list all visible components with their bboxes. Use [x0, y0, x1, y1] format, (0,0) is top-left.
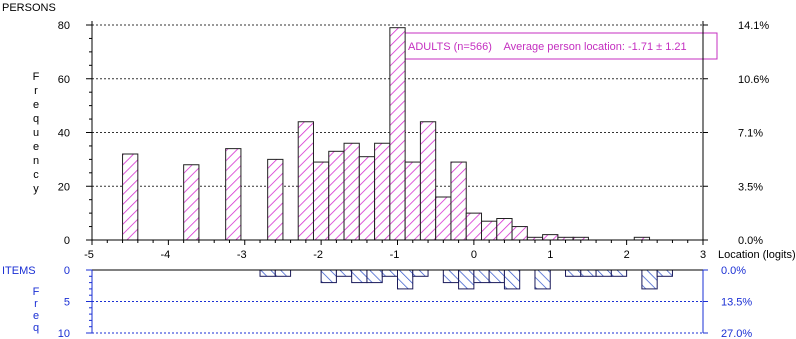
persons-bar [122, 153, 139, 241]
persons-x-tick-label: 3 [700, 249, 706, 261]
items-bar [565, 269, 582, 277]
persons-x-tick-label: -3 [237, 249, 247, 261]
persons-right-tick-label: 10.6% [738, 74, 769, 86]
persons-right-tick-label: 7.1% [738, 128, 763, 140]
persons-title: PERSONS [2, 2, 56, 14]
persons-right-tick-label: 14.1% [738, 20, 769, 32]
items-bar [641, 269, 658, 290]
persons-y-label-letter: n [33, 155, 39, 167]
items-y-tick-label: 5 [64, 297, 70, 309]
persons-y-label-letter: c [33, 169, 39, 181]
persons-y-label-letter: e [33, 141, 39, 153]
items-bars [259, 269, 673, 290]
persons-y-label-letter: y [33, 183, 39, 195]
items-bar [397, 269, 414, 290]
items-y-label-letter: e [33, 310, 39, 322]
items-bar [595, 269, 612, 277]
items-bar [473, 269, 490, 284]
persons-x-tick-label: 2 [624, 249, 630, 261]
persons-y-label-letter: q [33, 113, 39, 125]
annotation-box: ADULTS (n=566) Average person location: … [400, 32, 718, 60]
persons-y-tick-label: 20 [58, 181, 70, 193]
items-bar [458, 269, 475, 290]
persons-bar [496, 218, 513, 241]
persons-bars [122, 27, 651, 241]
annotation-text: ADULTS (n=566) Average person location: … [408, 41, 687, 53]
items-bar [274, 269, 292, 277]
persons-x-tick-label: -5 [84, 249, 94, 261]
items-right-tick-label: 0.0% [721, 265, 746, 277]
persons-bar [542, 234, 559, 241]
items-bar [335, 269, 353, 277]
items-y-tick-label: 10 [58, 328, 70, 339]
persons-bar [450, 161, 467, 241]
persons-x-tick-label: -1 [390, 249, 400, 261]
persons-y-tick-label: 80 [58, 20, 70, 32]
items-bar [412, 269, 429, 277]
items-bar [610, 269, 628, 277]
items-y-label-letter: r [34, 298, 38, 310]
persons-bar [481, 220, 498, 241]
items-bar [656, 269, 673, 277]
items-bar [503, 269, 521, 290]
items-title: ITEMS [2, 265, 36, 277]
persons-bar [511, 226, 528, 241]
items-y-label-letter: q [33, 322, 39, 334]
items-bar [351, 269, 368, 284]
persons-bar [267, 158, 284, 241]
items-bar [534, 269, 551, 290]
persons-bar [465, 212, 483, 241]
items-right-tick-label: 27.0% [721, 328, 752, 339]
persons-y-label-letter: u [33, 127, 39, 139]
persons-bar [312, 161, 330, 241]
persons-y-label-letter: F [33, 71, 40, 83]
persons-bar [374, 142, 391, 241]
persons-bar [435, 196, 452, 241]
items-bar [259, 269, 276, 277]
x-axis-label: Location (logits) [718, 249, 796, 261]
persons-x-tick-label: -2 [313, 249, 323, 261]
persons-x-tick-label: 1 [547, 249, 553, 261]
persons-right-tick-label: 3.5% [738, 181, 763, 193]
items-right-tick-label: 13.5% [721, 297, 752, 309]
items-gridlines [92, 301, 703, 334]
persons-bar [419, 121, 437, 241]
persons-bar [297, 121, 314, 241]
persons-y-tick-label: 40 [58, 128, 70, 140]
persons-bar [358, 156, 376, 241]
persons-right-tick-label: 0.0% [738, 235, 763, 247]
persons-y-tick-label: 60 [58, 74, 70, 86]
persons-bar [404, 161, 421, 241]
persons-bar [343, 142, 360, 241]
items-y-tick-label: 0 [64, 265, 70, 277]
persons-bar [183, 164, 200, 241]
persons-y-label-letter: e [33, 99, 39, 111]
items-bar [381, 269, 399, 277]
items-y-label-letter: F [33, 286, 40, 298]
persons-bar [225, 148, 242, 241]
items-bar [488, 269, 505, 284]
persons-x-tick-label: -4 [160, 249, 170, 261]
items-bar [320, 269, 337, 284]
persons-bar [328, 150, 345, 241]
items-bar [366, 269, 383, 284]
persons-bar [389, 27, 406, 241]
persons-y-tick-label: 0 [64, 235, 70, 247]
persons-y-label-letter: r [34, 85, 38, 97]
items-bar [442, 269, 460, 284]
persons-x-tick-label: 0 [471, 249, 477, 261]
items-bar [580, 269, 597, 277]
